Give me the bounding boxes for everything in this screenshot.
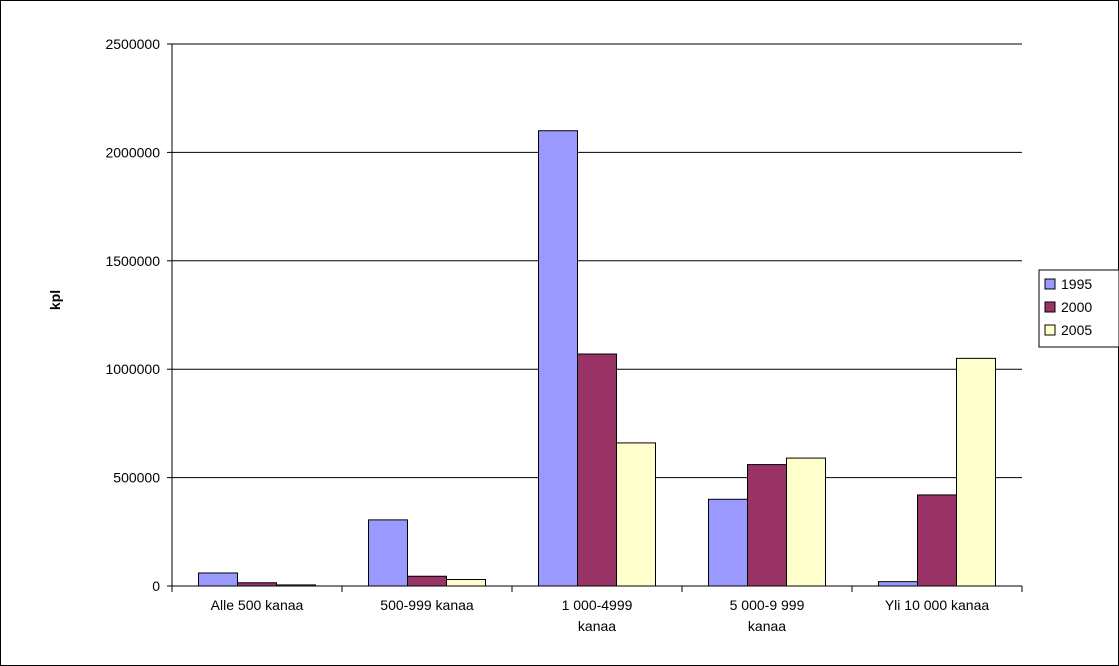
y-axis-label: kpl <box>47 290 63 310</box>
bar-2005 <box>616 442 656 587</box>
bar-1995 <box>878 581 918 587</box>
y-tick-label: 0 <box>152 578 160 594</box>
bar-1995 <box>368 519 408 587</box>
legend-swatch <box>1044 278 1056 290</box>
y-tick-label: 1000000 <box>105 361 160 377</box>
gridlines <box>172 43 1022 479</box>
bar-2000 <box>407 575 447 587</box>
x-tick-label: 5 000-9 999 kanaa <box>730 597 805 634</box>
legend-swatch <box>1044 324 1056 336</box>
y-axis: 0 500000 1000000 1500000 2000000 2500000 <box>105 36 173 594</box>
x-tick-label: Alle 500 kanaa <box>211 597 304 613</box>
bar-2000 <box>237 582 277 587</box>
bar-2005 <box>276 584 316 587</box>
x-tick-label: Yli 10 000 kanaa <box>885 597 990 613</box>
bar-2000 <box>577 353 617 587</box>
bar-2005 <box>786 457 826 587</box>
bar-2000 <box>747 464 787 587</box>
y-tick-label: 2500000 <box>105 36 160 52</box>
bar-1995 <box>708 498 748 587</box>
legend-swatch <box>1044 301 1056 313</box>
legend-label: 1995 <box>1061 276 1092 292</box>
bar-2000 <box>917 494 957 587</box>
bars <box>198 130 996 587</box>
bar-2005 <box>956 357 996 587</box>
y-tick-label: 1500000 <box>105 253 160 269</box>
bar-2005 <box>446 578 486 587</box>
legend-label: 2000 <box>1061 299 1092 315</box>
x-tick-label: 1 000-4999 kanaa <box>562 597 633 634</box>
bar-1995 <box>538 130 578 587</box>
legend: 1995 2000 2005 <box>1038 269 1119 348</box>
y-tick-label: 2000000 <box>105 144 160 160</box>
x-tick-label: 500-999 kanaa <box>380 597 474 613</box>
x-axis: Alle 500 kanaa 500-999 kanaa 1 000-4999 kan… <box>171 585 1023 634</box>
y-tick-label: 500000 <box>113 470 160 486</box>
bar-1995 <box>198 572 238 587</box>
legend-label: 2005 <box>1061 322 1092 338</box>
